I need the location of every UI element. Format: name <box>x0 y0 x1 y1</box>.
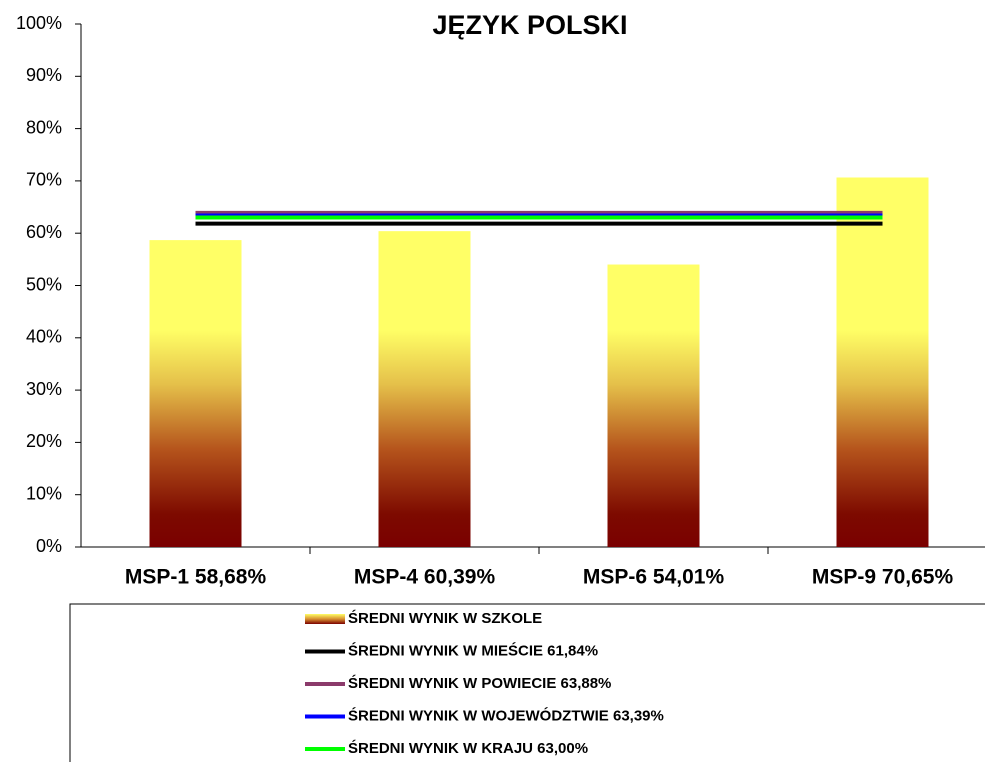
x-tick-label: MSP-4 60,39% <box>354 566 496 589</box>
y-tick-label: 50% <box>26 274 62 294</box>
legend-label: ŚREDNI WYNIK W MIEŚCIE 61,84% <box>348 641 598 659</box>
legend-label: ŚREDNI WYNIK W WOJEWÓDZTWIE 63,39% <box>348 706 664 724</box>
y-tick-label: 40% <box>26 327 62 347</box>
bar <box>607 264 700 547</box>
legend-marker <box>305 614 345 624</box>
bar <box>149 240 242 547</box>
legend-label: ŚREDNI WYNIK W POWIECIE 63,88% <box>348 674 611 692</box>
legend-label: ŚREDNI WYNIK W SZKOLE <box>348 609 542 627</box>
bar <box>378 231 471 548</box>
y-tick-label: 60% <box>26 222 62 242</box>
legend-box <box>69 603 985 762</box>
x-tick-label: MSP-1 58,68% <box>125 566 267 589</box>
y-tick-label: 0% <box>36 536 62 556</box>
legend-label: ŚREDNI WYNIK W KRAJU 63,00% <box>348 739 588 757</box>
bar <box>836 177 929 548</box>
y-tick-label: 10% <box>26 483 62 503</box>
x-tick-label: MSP-6 54,01% <box>583 566 725 589</box>
chart-title: JĘZYK POLSKI <box>432 10 627 40</box>
y-tick-label: 80% <box>26 117 62 137</box>
y-tick-label: 70% <box>26 170 62 190</box>
y-tick-label: 100% <box>16 13 62 33</box>
y-tick-label: 30% <box>26 379 62 399</box>
y-tick-label: 20% <box>26 431 62 451</box>
x-tick-label: MSP-9 70,65% <box>812 566 954 589</box>
y-tick-label: 90% <box>26 65 62 85</box>
